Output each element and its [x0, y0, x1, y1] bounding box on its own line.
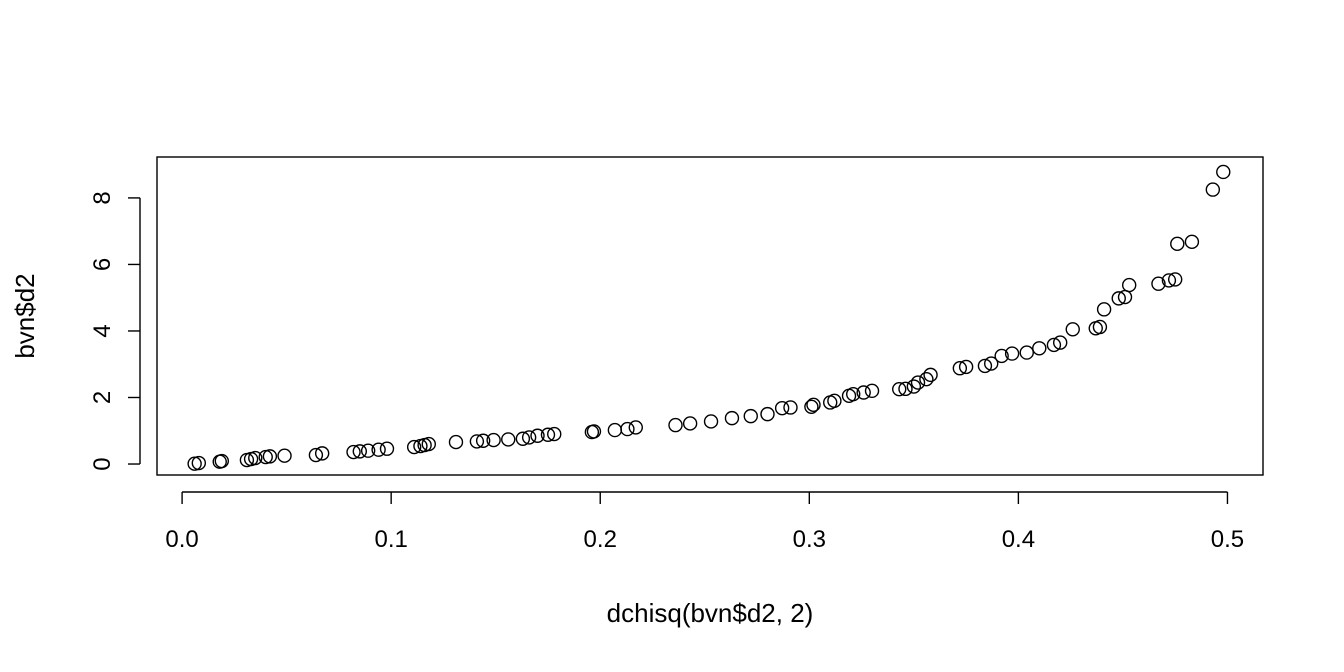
y-axis-title: bvn$d2	[10, 273, 40, 358]
data-point	[1205, 182, 1221, 197]
data-point	[406, 439, 422, 455]
plot-frame	[156, 156, 1264, 476]
data-point	[1111, 291, 1126, 306]
data-point	[1121, 277, 1137, 293]
data-point	[743, 408, 758, 424]
data-point	[540, 427, 556, 442]
data-point	[1216, 164, 1231, 180]
data-point	[607, 422, 623, 438]
data-point	[958, 359, 974, 375]
data-point	[379, 441, 395, 456]
data-point	[892, 381, 907, 397]
data-point	[547, 426, 562, 442]
data-point	[804, 399, 819, 415]
data-point	[898, 381, 913, 397]
x-tick-label: 0.4	[1002, 526, 1035, 553]
data-point	[1161, 273, 1177, 288]
data-point	[501, 432, 516, 447]
data-point	[827, 393, 842, 409]
data-points	[187, 164, 1231, 471]
x-axis-title: dchisq(bvn$d2, 2)	[607, 598, 814, 628]
y-tick-label: 4	[89, 324, 116, 337]
data-point	[586, 424, 602, 439]
data-point	[1032, 341, 1047, 356]
data-point	[530, 428, 545, 443]
data-point	[703, 414, 719, 429]
data-point	[806, 397, 821, 413]
data-point	[977, 358, 993, 374]
data-point	[760, 406, 775, 422]
data-point	[1096, 302, 1112, 317]
data-point	[1167, 272, 1183, 287]
data-point	[952, 361, 968, 376]
x-tick-label: 0.1	[374, 526, 407, 553]
x-tick-label: 0.3	[793, 526, 826, 553]
data-point	[774, 400, 790, 416]
y-tick-label: 6	[89, 258, 116, 271]
data-point	[1052, 335, 1068, 350]
y-tick-label: 8	[89, 191, 116, 204]
data-point	[628, 420, 643, 435]
data-point	[994, 348, 1009, 364]
data-point	[1019, 345, 1034, 360]
data-point	[214, 453, 230, 469]
data-point	[191, 455, 207, 471]
data-point	[984, 356, 999, 371]
data-point	[1046, 337, 1062, 353]
data-point	[448, 434, 464, 450]
data-point	[668, 417, 683, 433]
data-point	[352, 444, 368, 459]
data-point	[724, 410, 740, 426]
data-point	[1092, 319, 1108, 335]
data-point	[906, 379, 922, 394]
data-point	[1170, 236, 1185, 252]
data-point	[1184, 234, 1200, 250]
data-point	[923, 367, 938, 383]
y-tick-label: 2	[89, 391, 116, 404]
x-tick-label: 0.5	[1211, 526, 1244, 553]
data-point	[521, 430, 537, 445]
data-point	[421, 436, 436, 452]
data-point	[277, 448, 292, 463]
data-point	[846, 386, 861, 402]
data-point	[682, 416, 698, 431]
data-point	[1065, 322, 1080, 337]
data-point	[469, 434, 485, 449]
data-point	[515, 431, 531, 446]
data-point	[620, 421, 635, 437]
data-point	[360, 443, 376, 458]
data-point	[856, 385, 871, 400]
y-axis: 0 2 4 6 8	[89, 191, 141, 471]
x-tick-label: 0.2	[584, 526, 617, 553]
data-point	[919, 372, 934, 387]
data-point	[910, 375, 926, 390]
data-point	[783, 400, 798, 415]
x-tick-label: 0.0	[165, 526, 198, 553]
data-point	[475, 433, 491, 448]
x-axis: 0.0 0.1 0.2 0.3 0.4 0.5	[165, 491, 1244, 553]
data-point	[346, 444, 361, 460]
data-point	[371, 442, 386, 457]
data-point	[314, 446, 330, 461]
data-point	[1004, 346, 1020, 361]
data-point	[308, 447, 324, 463]
data-point	[486, 432, 501, 448]
data-point	[262, 449, 278, 464]
y-tick-label: 0	[89, 457, 116, 470]
data-point	[864, 383, 880, 399]
data-point	[1151, 276, 1166, 291]
data-point	[248, 450, 263, 466]
